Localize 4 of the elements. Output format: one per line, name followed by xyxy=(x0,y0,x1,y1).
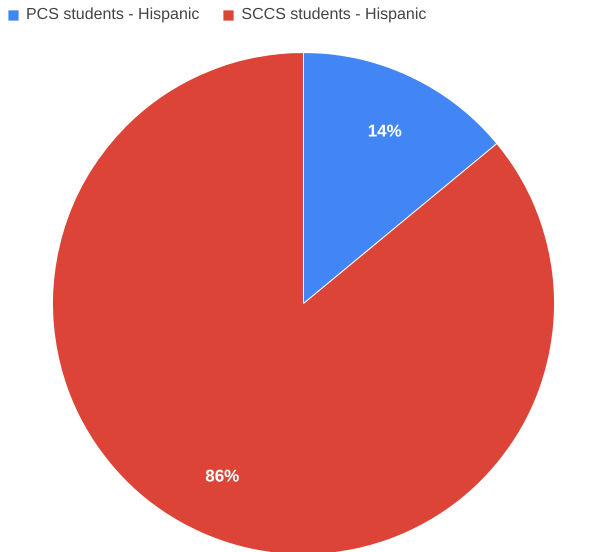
legend-label: PCS students - Hispanic xyxy=(26,6,200,24)
data-label: 86% xyxy=(205,466,240,486)
legend-label: SCCS students - Hispanic xyxy=(241,6,426,24)
data-label: 14% xyxy=(368,121,402,140)
